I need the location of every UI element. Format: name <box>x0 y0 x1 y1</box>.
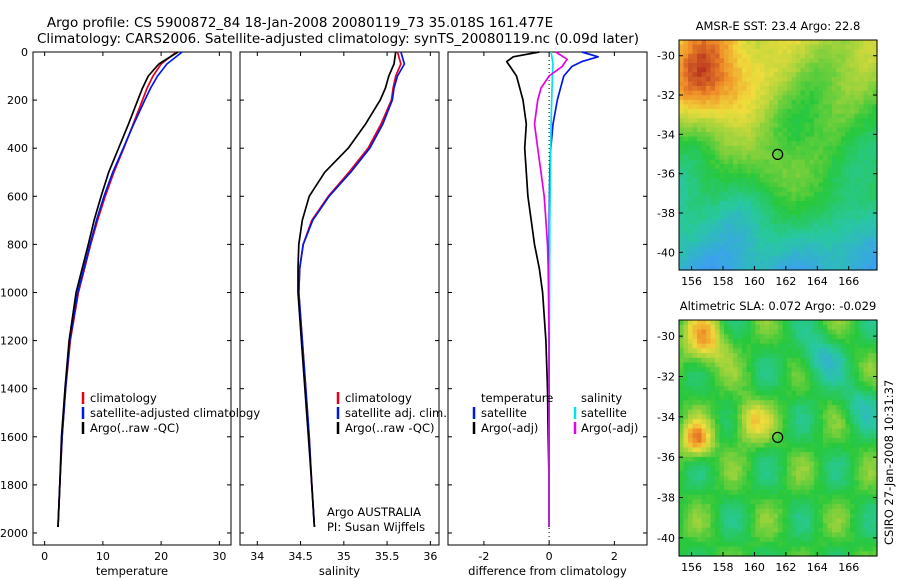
x-tick-label: 164 <box>807 275 828 288</box>
temperature-legend: climatology satellite-adjusted climatolo… <box>81 391 260 435</box>
y-tick-label: 1600 <box>0 431 28 444</box>
y-tick-label: 1200 <box>0 335 28 348</box>
x-tick-label: 35.5 <box>375 550 400 563</box>
axes-frame <box>447 51 648 546</box>
y-tick-label: -36 <box>657 168 675 181</box>
x-tick-label: 160 <box>744 275 765 288</box>
y-tick-label: 0 <box>21 46 28 59</box>
axes-frame <box>32 51 232 546</box>
x-tick-label: -2 <box>478 550 489 563</box>
sla-map-panel: Altimetric SLA: 0.072 Argo: -0.029 -30 -32… <box>657 299 878 574</box>
argo-country-label: Argo AUSTRALIA <box>327 505 421 519</box>
map-field <box>679 320 878 557</box>
x-tick-label: 156 <box>681 275 702 288</box>
x-axis-label: temperature <box>96 564 168 578</box>
figure-title-line1: Argo profile: CS 5900872_84 18-Jan-2008 … <box>47 15 553 31</box>
series-line-temperature-argo-adj- <box>505 51 550 527</box>
x-tick-label: 30 <box>212 550 226 563</box>
series-line-temperature-satellite <box>548 51 599 527</box>
y-tick-label: 2000 <box>0 527 28 540</box>
x-tick-label: 166 <box>838 561 859 574</box>
x-tick-label: 158 <box>713 275 734 288</box>
x-tick-label: 0 <box>546 550 553 563</box>
legend-label: Argo(-adj) <box>481 421 538 435</box>
legend-label: climatology <box>90 391 157 405</box>
salinity-legend: climatology satellite adj. clim. Argo(..… <box>327 391 447 534</box>
y-tick-label: 800 <box>7 238 28 251</box>
salinity-panel: 34 34.5 35 35.5 36 salinity <box>239 51 440 578</box>
series-line-satellite-adj-clim- <box>297 51 406 528</box>
x-tick-label: 20 <box>154 550 168 563</box>
x-axis-label: difference from climatology <box>468 564 627 578</box>
y-tick-label: 400 <box>7 142 28 155</box>
sst-map-panel: AMSR-E SST: 23.4 Argo: 22.8 -30 -32 -34 -36 -… <box>657 19 878 288</box>
x-tick-label: 35 <box>337 550 351 563</box>
axes-frame <box>239 51 440 546</box>
y-tick-label: -32 <box>657 370 675 383</box>
argo-location-marker <box>772 148 784 161</box>
temperature-panel: 0 200 400 600 800 1000 1200 1400 1600 1800 2000 0 10… <box>0 46 232 578</box>
y-tick-label: -36 <box>657 451 675 464</box>
legend-label: Argo(..raw -QC) <box>90 421 180 435</box>
y-tick-label: 200 <box>7 94 28 107</box>
legend-label: satellite <box>481 406 527 420</box>
x-tick-label: 2 <box>611 550 618 563</box>
y-tick-label: 1400 <box>0 383 28 396</box>
figure-title-line2: Climatology: CARS2006. Satellite-adjuste… <box>37 31 639 47</box>
legend-label: Argo(..raw -QC) <box>345 421 435 435</box>
y-tick-label: -38 <box>657 207 675 220</box>
x-tick-label: 160 <box>744 561 765 574</box>
x-tick-label: 158 <box>713 561 734 574</box>
series-line-salinity-argo-adj- <box>533 51 568 527</box>
series-line-climatology <box>57 51 177 528</box>
x-tick-label: 34.5 <box>288 550 313 563</box>
legend-heading-temperature: temperature <box>481 391 553 405</box>
y-tick-label: 600 <box>7 190 28 203</box>
difference-legend: temperature satellite Argo(-adj) salinit… <box>472 391 638 435</box>
y-tick-label: -40 <box>657 246 675 259</box>
y-tick-label: 1000 <box>0 286 28 299</box>
map-frame <box>678 39 878 271</box>
legend-heading-salinity: salinity <box>581 391 622 405</box>
map-field <box>679 40 878 271</box>
x-tick-label: 0 <box>41 550 48 563</box>
x-tick-label: 162 <box>775 561 796 574</box>
x-tick-label: 166 <box>838 275 859 288</box>
legend-label: Argo(-adj) <box>581 421 638 435</box>
legend-label: satellite adj. clim. <box>345 406 447 420</box>
x-tick-label: 36 <box>423 550 437 563</box>
argo-location-marker <box>772 431 784 443</box>
pi-label: PI: Susan Wijffels <box>327 520 425 534</box>
x-tick-label: 34 <box>250 550 264 563</box>
y-tick-label: -32 <box>657 89 675 102</box>
series-line-argo-raw-qc- <box>297 51 397 528</box>
legend-label: climatology <box>345 391 412 405</box>
map-title: Altimetric SLA: 0.072 Argo: -0.029 <box>680 299 877 313</box>
y-tick-label: -34 <box>657 128 675 141</box>
legend-label: satellite-adjusted climatology <box>90 406 260 420</box>
y-tick-label: -30 <box>657 50 675 63</box>
y-tick-label: -34 <box>657 411 675 424</box>
series-line-climatology <box>297 51 402 528</box>
x-tick-label: 10 <box>96 550 110 563</box>
map-title: AMSR-E SST: 23.4 Argo: 22.8 <box>696 19 861 33</box>
x-tick-label: 162 <box>775 275 796 288</box>
series-line-argo-raw-qc- <box>57 51 179 528</box>
legend-label: satellite <box>581 406 627 420</box>
x-tick-label: 156 <box>681 561 702 574</box>
y-tick-label: -30 <box>657 330 675 343</box>
y-tick-label: -40 <box>657 532 675 545</box>
side-timestamp: CSIRO 27-Jan-2008 10:31:37 <box>882 380 896 545</box>
x-tick-label: 164 <box>807 561 828 574</box>
map-frame <box>678 319 878 557</box>
x-axis-label: salinity <box>319 564 360 578</box>
y-tick-label: -38 <box>657 492 675 505</box>
y-tick-label: 1800 <box>0 479 28 492</box>
